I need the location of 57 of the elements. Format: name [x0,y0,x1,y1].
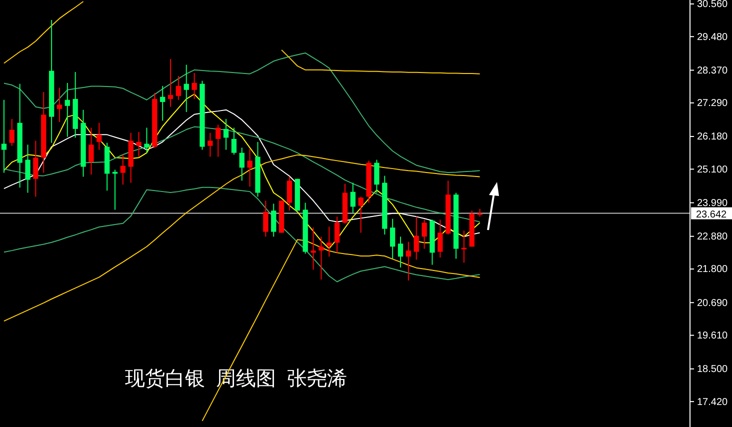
candlestick [406,241,412,282]
candlestick [390,218,396,260]
candlestick [310,227,316,270]
candlestick [231,127,237,156]
candlestick [271,203,276,238]
ref-line-label: 23.642 [696,209,728,220]
candlestick [350,182,356,214]
y-tick-label: 29.480 [697,32,728,43]
candlestick [438,219,443,258]
y-tick-label: 23.990 [697,198,728,209]
y-tick-label: 18.500 [697,364,728,376]
candlestick [120,154,126,186]
candlestick [334,216,340,254]
line-series [3,126,480,222]
candlestick [286,176,292,212]
candlestick [358,196,364,234]
candlestick [160,85,166,122]
candlestick [96,122,102,150]
candlestick [168,58,174,108]
line-series [3,52,480,173]
candlestick [144,127,150,154]
candlestick [56,87,62,122]
line-series [3,154,480,322]
candlestick [64,82,70,138]
candlestick [263,200,268,238]
candlestick [1,99,7,174]
candlestick [223,118,229,150]
candlestick [192,72,197,100]
candlestick [184,64,189,112]
candlestick [398,236,404,268]
candlestick [136,131,142,158]
y-tick-label: 19.610 [697,330,728,342]
y-tick-label: 20.690 [697,298,728,309]
candlestick [176,75,182,100]
y-tick-label: 26.180 [697,132,728,143]
candlestick [216,124,221,158]
y-tick-label: 22.880 [697,232,728,243]
y-tick-label: 30.560 [697,0,728,10]
candlestick [247,148,252,188]
line-series [3,186,480,282]
candlestick [461,230,467,264]
candlestick [25,144,30,194]
candlestick [374,159,380,194]
candlestick [414,216,419,260]
candlestick [9,118,14,146]
y-tick-label: 28.370 [697,65,728,76]
candlestick [33,140,38,198]
candlestick [88,127,94,176]
y-tick-label: 25.100 [697,164,728,176]
y-tick-label: 21.800 [697,264,728,276]
candlestick [318,236,324,280]
y-tick-label: 17.420 [697,396,728,408]
candlestick [422,219,427,250]
candlestick [208,132,213,158]
candlestick [239,147,244,182]
y-tick-label: 27.290 [697,98,728,110]
candlestick [326,226,332,258]
